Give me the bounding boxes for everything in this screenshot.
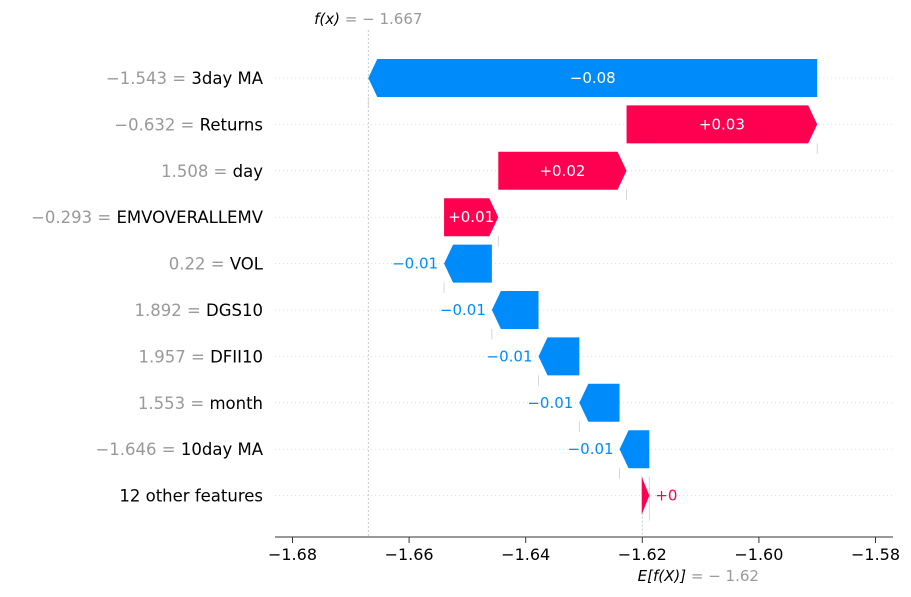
feature-label: −1.543 = 3day MA	[106, 69, 264, 88]
bar-value-label: −0.01	[568, 440, 614, 458]
bar-value-label: +0	[655, 487, 677, 505]
bar-value-label: +0.02	[539, 162, 585, 180]
feature-name: 3day MA	[191, 69, 263, 88]
fx-prefix: f(x)	[314, 10, 340, 28]
contribution-bar	[626, 105, 818, 144]
feature-name: EMVOVERALLEMV	[117, 208, 264, 227]
contribution-bar	[641, 476, 650, 515]
x-tick-label: −1.64	[501, 545, 550, 564]
feature-label: 1.508 = day	[161, 162, 263, 181]
contribution-bar	[444, 244, 492, 283]
contribution-bar	[619, 430, 650, 469]
feature-name: 10day MA	[181, 440, 264, 459]
feature-value: 1.508 =	[161, 162, 233, 181]
x-tick-label: −1.68	[268, 545, 317, 564]
feature-label: −0.632 = Returns	[114, 115, 263, 134]
reference-lines	[367, 30, 643, 537]
expected-value-annotation: E[f(X)] = − 1.62	[638, 567, 759, 585]
x-tick-label: −1.62	[618, 545, 667, 564]
contribution-bar	[579, 383, 620, 422]
bar-value-label: −0.01	[392, 255, 438, 273]
feature-label: −0.293 = EMVOVERALLEMV	[31, 208, 264, 227]
feature-label: −1.646 = 10day MA	[95, 440, 263, 459]
feature-value: 0.22 =	[169, 255, 230, 274]
ex-prefix: E[f(X)]	[638, 567, 687, 585]
contribution-bar	[538, 337, 580, 376]
bar-connectors	[367, 97, 818, 521]
feature-label: 12 other features	[119, 487, 263, 506]
bar-value-label: −0.08	[570, 69, 616, 87]
feature-label: 1.553 = month	[138, 394, 263, 413]
bar-value-label: −0.01	[527, 394, 573, 412]
feature-value: 1.957 =	[139, 347, 211, 366]
feature-value: −0.293 =	[31, 208, 116, 227]
feature-label: 1.957 = DFII10	[139, 347, 264, 366]
x-tick-label: −1.58	[851, 545, 900, 564]
x-tick-label: −1.60	[734, 545, 783, 564]
x-axis: −1.68 −1.66 −1.64 −1.62 −1.60 −1.58	[268, 536, 900, 564]
x-tick-label: −1.66	[385, 545, 434, 564]
feature-value: −1.646 =	[95, 440, 180, 459]
contribution-bar	[444, 198, 499, 237]
bar-value-label: +0.03	[699, 115, 745, 133]
fx-annotation: f(x) = − 1.667	[314, 10, 422, 28]
feature-name: day	[233, 162, 264, 181]
feature-label: 1.892 = DGS10	[134, 301, 263, 320]
feature-value: 1.553 =	[138, 394, 210, 413]
value-annotations: f(x) = − 1.667 E[f(X)] = − 1.62	[314, 10, 759, 585]
feature-name: DGS10	[206, 301, 263, 320]
feature-label: 0.22 = VOL	[169, 255, 264, 274]
bar-value-label: −0.01	[487, 347, 533, 365]
feature-name: 12 other features	[119, 487, 263, 506]
feature-name: DFII10	[210, 347, 263, 366]
ex-value: = − 1.62	[691, 567, 759, 585]
feature-value: −0.632 =	[114, 115, 199, 134]
feature-name: month	[209, 394, 263, 413]
contribution-bar	[368, 59, 818, 97]
feature-name: VOL	[230, 255, 264, 274]
bar-value-label: +0.01	[448, 208, 494, 226]
bar-value-label: −0.01	[440, 301, 486, 319]
contribution-bar	[498, 151, 627, 190]
feature-value: −1.543 =	[106, 69, 191, 88]
feature-name: Returns	[200, 115, 263, 134]
feature-value: 1.892 =	[134, 301, 206, 320]
contribution-bar	[491, 291, 539, 329]
contribution-bars: −0.08 +0.03 +0.02 +0.01 −0.01 −0.01 −0.01 −0.01…	[368, 59, 818, 515]
feature-labels: −1.543 = 3day MA −0.632 = Returns 1.508 = …	[31, 69, 264, 506]
fx-value: = − 1.667	[345, 10, 423, 28]
